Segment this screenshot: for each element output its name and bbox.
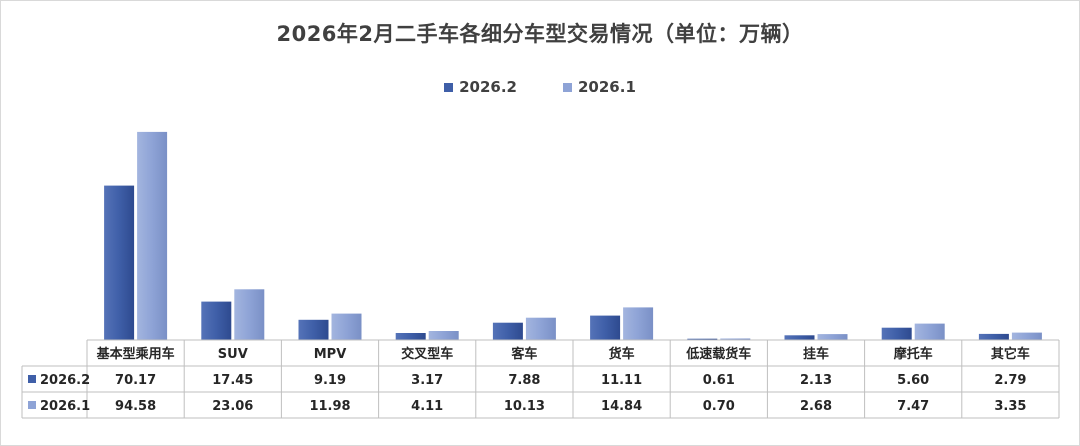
bar-2026-1-9	[1011, 332, 1042, 340]
category-label: SUV	[218, 347, 248, 362]
bar-2026-2-2	[298, 319, 329, 340]
chart-legend: 2026.2 2026.1	[0, 78, 1080, 96]
bar-2026-1-2	[331, 313, 362, 340]
table-value: 2.79	[994, 373, 1026, 388]
category-label: MPV	[314, 347, 347, 362]
bar-2026-1-0	[137, 131, 168, 340]
bar-2026-2-4	[492, 322, 523, 340]
bar-2026-2-7	[784, 335, 815, 340]
table-value: 11.98	[309, 399, 350, 414]
bar-2026-1-1	[234, 289, 265, 340]
bar-2026-1-6	[720, 338, 751, 340]
legend-swatch-2026-2	[444, 82, 454, 92]
table-value: 2.68	[800, 399, 832, 414]
table-value: 94.58	[115, 399, 156, 414]
category-label: 客车	[511, 346, 537, 362]
category-label: 挂车	[803, 346, 829, 362]
bar-2026-2-0	[104, 185, 135, 340]
data-table: 基本型乘用车 SUV MPV 交叉型车 客车 货车 低速载货车 挂车 摩托车 其它车 2026.2 7…	[21, 339, 1060, 419]
bar-2026-2-6	[687, 338, 718, 340]
category-label: 基本型乘用车	[96, 346, 175, 362]
legend-item-2026-2: 2026.2	[444, 78, 517, 96]
bar-2026-2-8	[881, 327, 912, 340]
table-value: 7.47	[897, 399, 929, 414]
table-legend-swatch	[28, 375, 36, 383]
legend-label-2026-2: 2026.2	[459, 78, 517, 96]
table-value: 23.06	[212, 399, 253, 414]
table-legend-swatch	[28, 401, 36, 409]
category-label: 摩托车	[894, 346, 933, 362]
table-value: 10.13	[504, 399, 545, 414]
legend-item-2026-1: 2026.1	[563, 78, 636, 96]
table-value: 0.70	[703, 399, 735, 414]
category-label: 交叉型车	[401, 346, 453, 362]
table-value: 14.84	[601, 399, 642, 414]
legend-swatch-2026-1	[563, 82, 572, 92]
category-label: 货车	[609, 346, 635, 362]
bar-2026-2-3	[395, 333, 426, 340]
table-value: 0.61	[703, 373, 735, 388]
bar-2026-1-5	[623, 307, 654, 340]
table-series-name: 2026.2	[40, 373, 90, 388]
bar-2026-2-5	[590, 315, 621, 340]
category-label: 低速载货车	[685, 346, 751, 362]
bar-2026-2-1	[201, 301, 232, 340]
table-value: 11.11	[601, 373, 642, 388]
table-value: 5.60	[897, 373, 929, 388]
bar-2026-1-3	[428, 331, 459, 340]
bars-layer	[104, 131, 1042, 340]
bar-2026-1-4	[525, 317, 556, 340]
legend-label-2026-1: 2026.1	[578, 78, 636, 96]
table-series-name: 2026.1	[40, 399, 90, 414]
chart-title: 2026年2月二手车各细分车型交易情况（单位：万辆）	[276, 22, 804, 46]
table-value: 4.11	[411, 399, 443, 414]
table-value: 3.17	[411, 373, 443, 388]
category-label: 其它车	[991, 346, 1030, 362]
table-value: 7.88	[508, 373, 540, 388]
table-value: 2.13	[800, 373, 832, 388]
table-value: 9.19	[314, 373, 346, 388]
table-value: 17.45	[212, 373, 253, 388]
table-value: 3.35	[994, 399, 1026, 414]
bar-2026-1-7	[817, 334, 848, 340]
table-value: 70.17	[115, 373, 156, 388]
bar-2026-2-9	[978, 333, 1009, 340]
bar-2026-1-8	[914, 323, 945, 340]
